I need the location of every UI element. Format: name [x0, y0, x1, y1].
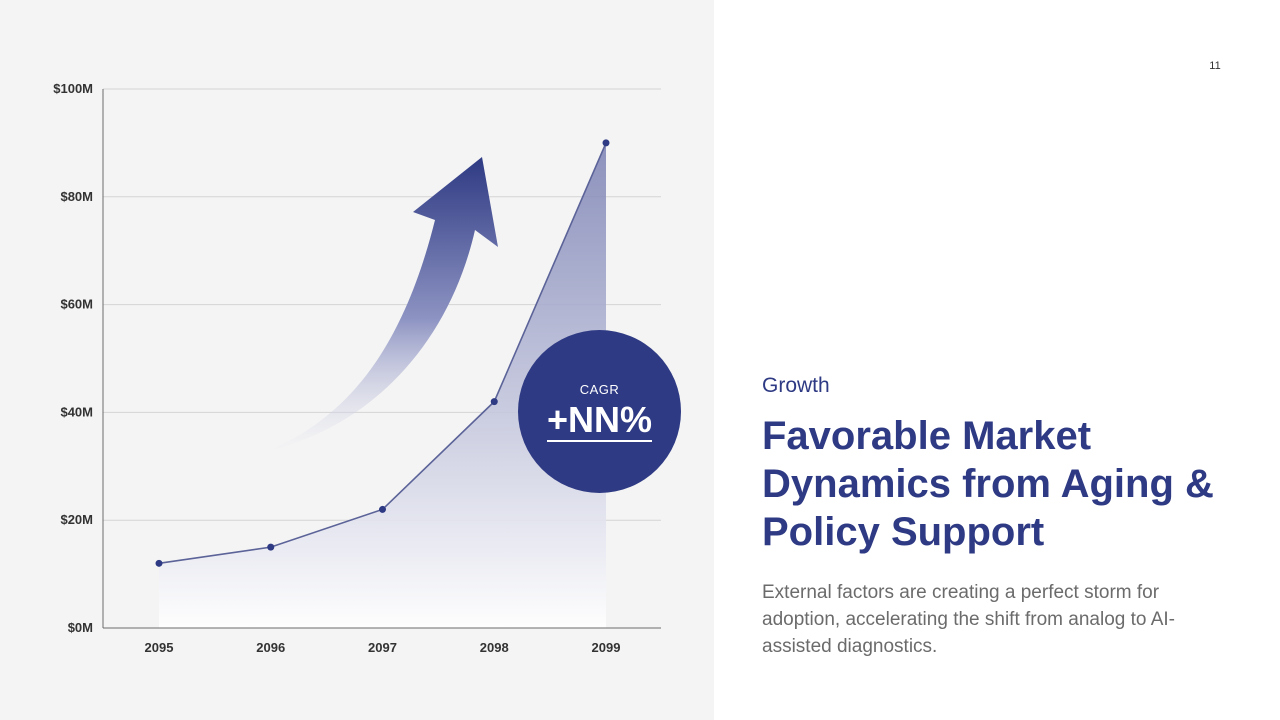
- data-point: [379, 505, 386, 513]
- area-fill: [159, 142, 606, 628]
- slide-title: Favorable Market Dynamics from Aging & P…: [762, 414, 1214, 554]
- cagr-label: CAGR: [579, 381, 620, 397]
- page-number: 11: [1209, 60, 1221, 72]
- data-point: [602, 139, 610, 147]
- data-point: [490, 398, 498, 406]
- section-eyebrow: Growth: [762, 374, 830, 397]
- y-tick-label: $0M: [68, 620, 93, 635]
- slide-description: External factors are creating a perfect …: [762, 582, 1175, 657]
- x-tick-label: 2097: [368, 640, 397, 655]
- x-tick-label: 2096: [256, 640, 285, 655]
- data-points: [155, 139, 610, 567]
- x-tick-label: 2099: [592, 640, 621, 655]
- chart-panel: $0M $20M $40M $60M $80M $100M 2095 2096 2097 209…: [0, 0, 714, 720]
- y-tick-label: $80M: [60, 189, 93, 204]
- cagr-badge: CAGR +NN%: [518, 330, 681, 493]
- y-tick-label: $20M: [60, 512, 93, 527]
- growth-arrow-icon: [268, 157, 498, 451]
- data-point: [267, 543, 275, 551]
- data-point: [155, 559, 163, 567]
- y-tick-label: $40M: [60, 404, 93, 419]
- cagr-value: +NN%: [546, 398, 653, 442]
- x-tick-label: 2098: [480, 640, 509, 655]
- y-axis-tick-labels: $0M $20M $40M $60M $80M $100M: [53, 81, 93, 635]
- x-axis-tick-labels: 2095 2096 2097 2098 2099: [145, 640, 621, 655]
- y-tick-label: $100M: [53, 81, 93, 96]
- market-growth-chart: $0M$20M$40M$60M$80M$100M 2095 2096 2097 209…: [53, 81, 661, 655]
- y-tick-label: $60M: [60, 297, 93, 312]
- x-tick-label: 2095: [145, 640, 174, 655]
